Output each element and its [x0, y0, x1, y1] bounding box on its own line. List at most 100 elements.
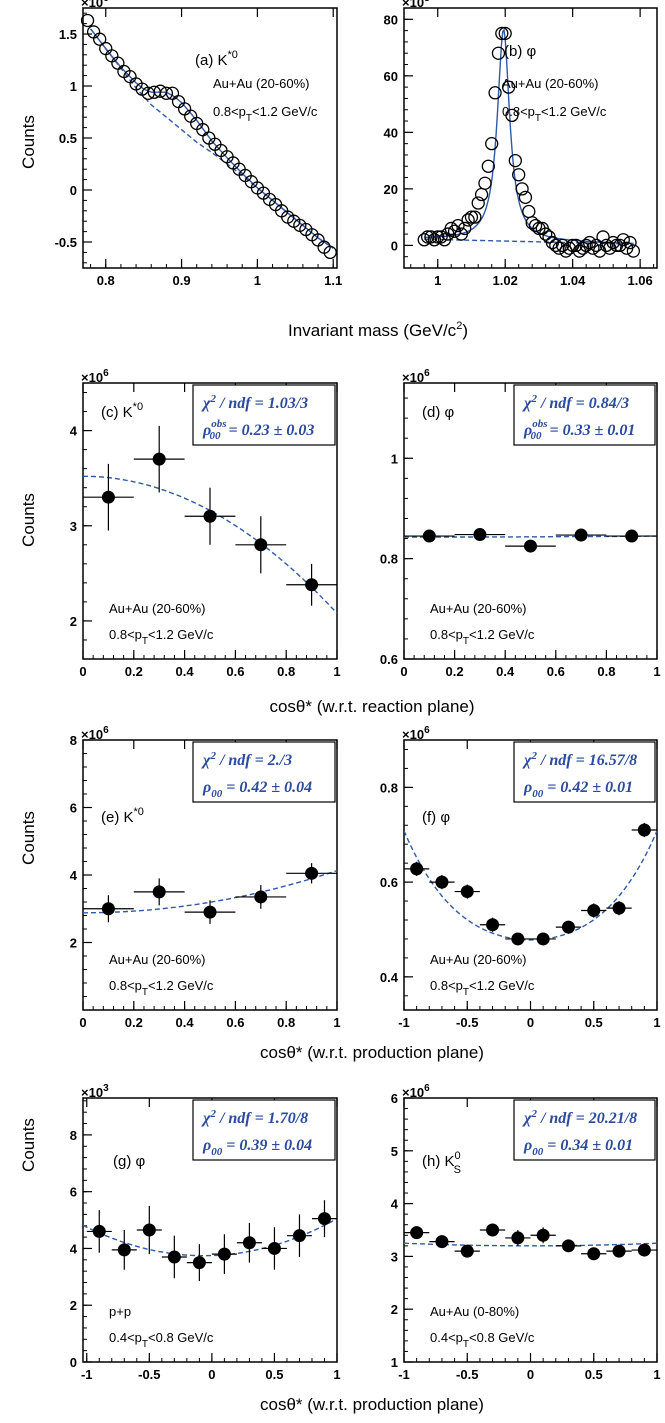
data-point [486, 918, 500, 932]
panel-label-main: (b) φ [504, 43, 537, 60]
pt-range-label: 0.4<pT<0.8 GeV/c [109, 1330, 214, 1350]
chi-symbol: χ [201, 752, 211, 769]
data-point [305, 578, 319, 592]
x-axis-title-row3: cosθ* (w.r.t. production plane) [260, 1043, 484, 1062]
chi-value: / ndf = 0.84/3 [537, 395, 629, 412]
y-tick-label: 1 [70, 79, 77, 94]
x-tick-label: 0.4 [496, 664, 515, 679]
data-point [254, 890, 268, 904]
panel-label-sup: 0 [455, 1150, 461, 1162]
data-point [488, 86, 502, 100]
rho-value: = 0.42 ± 0.01 [543, 779, 633, 796]
data-point [152, 885, 166, 899]
scale-factor: ×106 [81, 725, 109, 742]
x-tick-label: 0 [400, 664, 407, 679]
scale-factor: ×106 [402, 725, 430, 742]
panel-label-sup: *0 [134, 806, 144, 818]
system-label: Au+Au (20-60%) [109, 601, 205, 616]
y-tick-label: 0.8 [380, 552, 398, 567]
x-tick-label: -0.5 [138, 1367, 160, 1382]
fit-chi2-label: χ2 / ndf = 16.57/8 [522, 750, 637, 769]
x-tick-label: 0.8 [277, 1015, 295, 1030]
data-points [404, 1223, 657, 1261]
data-point [80, 13, 95, 28]
x-tick-label: 0.5 [585, 1367, 603, 1382]
data-point [491, 46, 506, 60]
y-tick-label: 1 [391, 451, 398, 466]
scale-exponent: 3 [103, 1083, 109, 1094]
rho-symbol: ρ [523, 422, 532, 439]
x-tick-label: -0.5 [456, 1015, 478, 1030]
fit-chi2-label: χ2 / ndf = 2./3 [201, 750, 292, 769]
data-point [637, 823, 651, 837]
data-point [117, 1243, 131, 1257]
data-point [323, 245, 337, 260]
y-axis-title-row3: Counts [19, 811, 38, 865]
scale-exponent: 3 [424, 0, 430, 4]
scale-base: ×10 [402, 0, 424, 10]
x-tick-label: 0.6 [226, 664, 244, 679]
rho-sub: 00 [532, 788, 544, 800]
data-point [305, 866, 319, 880]
data-point [562, 241, 576, 255]
y-tick-label: 4 [70, 1241, 78, 1256]
data-point [512, 168, 526, 182]
x-tick-label: 0 [527, 1367, 534, 1382]
data-point [599, 238, 614, 253]
data-point [177, 102, 192, 116]
scale-factor: ×103 [81, 1083, 109, 1100]
data-point [501, 80, 516, 94]
pt-text: 0.4<p [109, 1330, 142, 1345]
data-point [574, 528, 588, 542]
panel-label: (d) φ [422, 404, 455, 421]
y-tick-label: 6 [70, 801, 77, 816]
data-point [184, 109, 198, 123]
fit-rho-label: ρ00 = 0.34 ± 0.01 [523, 1137, 633, 1158]
data-point [435, 875, 449, 889]
pt-text-rest: <0.8 GeV/c [148, 1330, 214, 1345]
data-point [458, 221, 472, 236]
y-axis-title-row2: Counts [19, 493, 38, 547]
x-tick-label: 1 [434, 273, 441, 288]
pt-subscript: T [142, 987, 148, 998]
panel-label-main: (e) K [101, 809, 134, 826]
x-axis-title-row1-main: Invariant mass (GeV/c [288, 321, 457, 340]
y-tick-label: 0.5 [59, 131, 77, 146]
y-axis-title-row1: Counts [19, 115, 38, 169]
rho-sub: 00 [210, 430, 222, 442]
rho-sub: 00 [211, 788, 223, 800]
x-tick-label: 1 [653, 1015, 660, 1030]
system-label: Au+Au (20-60%) [213, 76, 309, 91]
y-tick-label: 0.8 [380, 780, 398, 795]
data-point [192, 1256, 206, 1270]
data-point [92, 1224, 106, 1238]
data-point [612, 901, 626, 915]
total-fit-curve [424, 27, 634, 245]
data-point [536, 1228, 550, 1242]
chi-squared: 2 [530, 750, 537, 762]
data-point [461, 213, 475, 227]
panel-f: -1 -0.5 0 0.5 1 0.4 0.6 0.8 ×106 (f) φ Au+Au (20-6… [380, 725, 661, 1030]
chi-symbol: χ [522, 1110, 532, 1127]
y-tick-label: 40 [384, 125, 398, 140]
x-tick-label: 1.1 [324, 273, 342, 288]
chi-symbol: χ [522, 752, 532, 769]
scale-exponent: 6 [424, 368, 430, 379]
data-point [101, 902, 115, 916]
fit-chi2-label: χ2 / ndf = 20.21/8 [522, 1108, 637, 1127]
data-point [464, 210, 479, 224]
y-tick-label: 0.6 [380, 652, 398, 667]
pt-range-label: 0.4<pT<0.8 GeV/c [430, 1330, 535, 1350]
pt-text-rest: <1.2 GeV/c [252, 104, 318, 119]
scale-base: ×10 [81, 370, 103, 385]
x-tick-label: 1.06 [627, 273, 652, 288]
fit-chi2-label: χ2 / ndf = 1.03/3 [201, 393, 308, 412]
x-tick-label: -1 [398, 1015, 410, 1030]
pt-subscript: T [463, 987, 469, 998]
pt-text: 0.8<p [109, 978, 142, 993]
data-point [93, 32, 107, 46]
data-points [83, 863, 337, 924]
rho-value: = 0.34 ± 0.01 [543, 1137, 633, 1154]
x-axis-title-row1: Invariant mass (GeV/c2) [288, 320, 468, 340]
